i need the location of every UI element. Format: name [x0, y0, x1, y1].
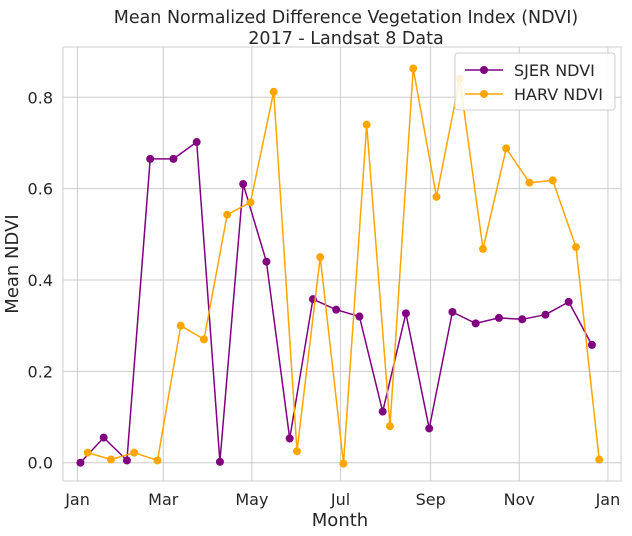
x-tick-label: Mar	[148, 490, 179, 509]
data-point-sjer	[239, 180, 248, 189]
data-point-sjer	[471, 319, 480, 328]
data-point-sjer	[587, 340, 596, 349]
data-point-harv	[525, 178, 534, 187]
data-point-sjer	[401, 309, 410, 318]
data-point-sjer	[518, 315, 527, 324]
data-point-sjer	[99, 433, 108, 442]
data-point-harv	[571, 243, 580, 252]
legend-marker-harv	[480, 90, 488, 98]
y-axis-ticks: 0.0 0.2 0.4 0.6 0.8	[28, 88, 53, 472]
x-axis-ticks: Jan Mar May Jul Sep Nov Jan	[64, 490, 620, 509]
data-point-sjer	[285, 434, 294, 443]
legend-marker-sjer	[480, 66, 488, 74]
y-tick-label: 0.6	[28, 180, 53, 199]
legend-label-harv: HARV NDVI	[514, 85, 603, 104]
y-axis-label: Mean NDVI	[2, 214, 23, 313]
data-point-harv	[385, 422, 394, 431]
data-point-sjer	[425, 424, 434, 433]
data-point-sjer	[494, 313, 503, 322]
x-tick-label: Jul	[330, 490, 350, 509]
data-point-sjer	[146, 154, 155, 163]
data-point-harv	[199, 335, 208, 344]
data-point-harv	[130, 448, 139, 457]
data-point-sjer	[192, 138, 201, 147]
chart-subtitle: 2017 - Landsat 8 Data	[248, 29, 443, 49]
data-point-harv	[502, 144, 511, 153]
data-point-harv	[409, 64, 418, 73]
x-tick-label: May	[235, 490, 268, 509]
data-point-harv	[548, 176, 557, 185]
x-tick-label: Sep	[416, 490, 446, 509]
x-axis-label: Month	[312, 510, 368, 531]
x-tick-label: Jan	[64, 490, 90, 509]
data-point-harv	[316, 253, 325, 262]
data-point-harv	[478, 244, 487, 253]
y-tick-label: 0.8	[28, 88, 53, 107]
data-point-harv	[362, 120, 371, 129]
series-layer	[76, 64, 604, 468]
y-tick-label: 0.2	[28, 362, 53, 381]
data-point-harv	[246, 198, 255, 207]
chart-title: Mean Normalized Difference Vegetation In…	[114, 8, 579, 28]
data-point-harv	[595, 455, 604, 464]
data-point-harv	[176, 321, 185, 330]
data-point-sjer	[76, 458, 85, 467]
data-point-sjer	[262, 257, 271, 266]
data-point-harv	[292, 447, 301, 456]
data-point-sjer	[122, 456, 131, 465]
y-tick-label: 0.0	[28, 454, 53, 473]
data-point-sjer	[448, 307, 457, 316]
data-point-harv	[83, 448, 92, 457]
y-tick-label: 0.4	[28, 271, 53, 290]
data-point-harv	[339, 459, 348, 468]
data-point-harv	[153, 456, 162, 465]
legend: SJER NDVI HARV NDVI	[454, 52, 616, 111]
x-tick-label: Nov	[504, 490, 535, 509]
data-point-sjer	[169, 154, 178, 163]
legend-label-sjer: SJER NDVI	[514, 61, 595, 80]
plot-area-frame	[62, 46, 622, 482]
series-line-harv	[87, 67, 600, 465]
data-point-sjer	[215, 457, 224, 466]
series-line-sjer	[79, 141, 593, 464]
data-point-sjer	[564, 297, 573, 306]
data-point-harv	[106, 455, 115, 464]
data-point-sjer	[378, 407, 387, 416]
data-point-harv	[432, 192, 441, 201]
data-point-harv	[269, 87, 278, 96]
grid-lines	[63, 47, 621, 481]
x-tick-label: Jan	[595, 490, 621, 509]
legend-box	[454, 52, 616, 111]
data-point-sjer	[541, 310, 550, 319]
data-point-sjer	[332, 305, 341, 314]
data-point-sjer	[355, 312, 364, 321]
data-point-harv	[223, 210, 232, 219]
